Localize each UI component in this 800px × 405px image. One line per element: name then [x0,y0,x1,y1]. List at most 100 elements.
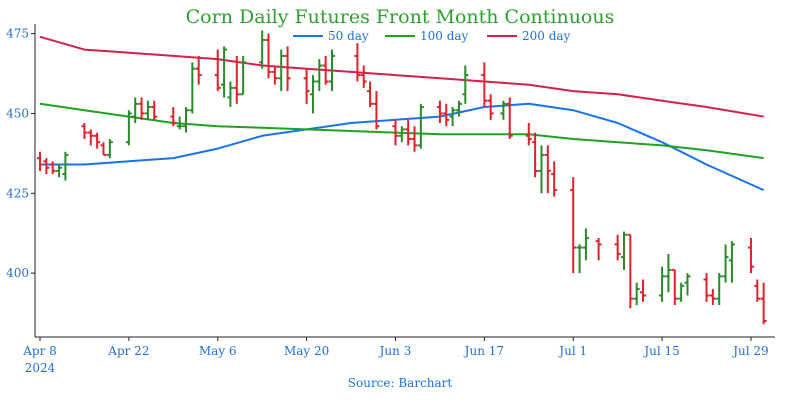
ohlc-bar [329,49,335,92]
ohlc-bar [487,94,494,120]
ohlc-bar [132,97,139,124]
x-ticks: Apr 8 Apr 22 May 6 May 20 Jun 3 Jun 17 Jul 1 Ju… [22,337,769,358]
ohlc-bar [640,279,647,302]
ohlc-bar [443,103,450,127]
x-tick-label: Apr 22 [107,344,149,358]
ohlc-bar [462,65,469,104]
x-tick-label: Apr 8 [22,344,57,358]
ohlc-bar [449,107,456,127]
ohlc-bar [62,151,69,181]
ohlc-bar [722,244,729,283]
ohlc-bar [49,161,56,175]
legend-label: 200 day [522,29,571,43]
ohlc-bar [716,273,723,306]
ohlc-bar [659,266,666,302]
ohlc-bar [595,237,602,261]
ohlc-bar [367,81,374,108]
x-tick-label: Jul 15 [642,344,679,358]
ohlc-bar [233,55,240,104]
ohlc-bar [322,55,329,85]
ohlc-bar [525,123,532,146]
ohlc-bar [544,145,551,194]
ohlc-bar [189,62,196,114]
ohlc-bar [271,65,278,85]
ohlc-bar [405,119,412,146]
ohlc-bar [398,126,405,143]
y-tick-label: 425 [6,186,29,200]
ohlc-bar [138,97,145,120]
ohlc-bar [37,151,43,171]
ohlc-bar [309,75,316,114]
ohlc-bar [265,33,272,79]
ohlc-bar [195,55,202,85]
ohlc-bar [614,234,621,261]
ohlc-bar [709,289,716,306]
ohlc-bar [259,30,266,69]
ohlc-bar [506,97,513,139]
chart-title: Corn Daily Futures Front Month Continuou… [186,6,615,28]
ohlc-bar [582,228,589,261]
x-tick-label: May 20 [284,344,329,358]
y-ticks: 400 425 450 475 [6,27,35,280]
ohlc-bar [170,107,177,127]
ohlc-bar [284,46,291,92]
ohlc-bar [125,110,132,146]
ohlc-bar [671,268,678,306]
ohlc-bar [633,282,640,306]
ohlc-bar [373,91,380,130]
ohlc-bar [411,126,418,152]
ohlc-bar [94,132,101,149]
x-tick-label: Jul 29 [731,344,768,358]
ohlc-bar [760,282,767,325]
ohlc-bar [303,68,310,104]
ohlc-bar [43,158,50,175]
ohlc-bar [754,279,761,302]
ohlc-bars [37,30,767,325]
ohlc-bar [278,49,285,92]
ohlc-bar [106,138,113,159]
ohlc-bar [665,253,672,293]
ohlc-bar [87,129,94,146]
ohlc-bar [728,241,735,283]
ohlc-bar [570,177,577,274]
ohlc-bar [538,145,545,194]
ohlc-bar [481,62,488,108]
ohlc-bar [627,233,634,309]
ohlc-bar [144,100,151,120]
source-label: Source: Barchart [348,376,453,390]
ohlc-bar [551,161,558,197]
ohlc-bar [176,116,183,130]
ohlc-bar [56,164,63,178]
ohlc-bar [100,142,107,156]
ohlc-bar [684,273,691,296]
ma-line [40,102,765,192]
ohlc-bar [417,103,424,149]
ohlc-bar [703,273,710,302]
ohlc-bar [354,43,361,82]
x-tick-label: May 6 [199,344,237,358]
ohlc-bar [151,100,158,120]
ohlc-bar [532,132,539,178]
legend: 50 day 100 day 200 day [293,29,571,43]
legend-label: 100 day [420,29,469,43]
legend-label: 50 day [328,29,369,43]
ohlc-bar [214,49,221,92]
x-tick-label: Jun 17 [463,344,504,358]
ohlc-bar [221,46,228,98]
ma-line [39,35,764,118]
x-tick-label: Jul 1 [557,344,587,358]
ohlc-bar [392,119,399,146]
ohlc-bar [183,107,189,133]
ohlc-bar [455,100,462,117]
ohlc-bar [227,81,234,108]
axes [34,24,775,338]
ohlc-bar [576,244,583,274]
x-year-label: 2024 [25,361,56,375]
ohlc-bar [81,123,88,139]
ohlc-bar [436,100,443,124]
ohlc-bar [621,231,627,270]
y-tick-label: 475 [6,27,29,41]
ohlc-bar [747,237,754,274]
